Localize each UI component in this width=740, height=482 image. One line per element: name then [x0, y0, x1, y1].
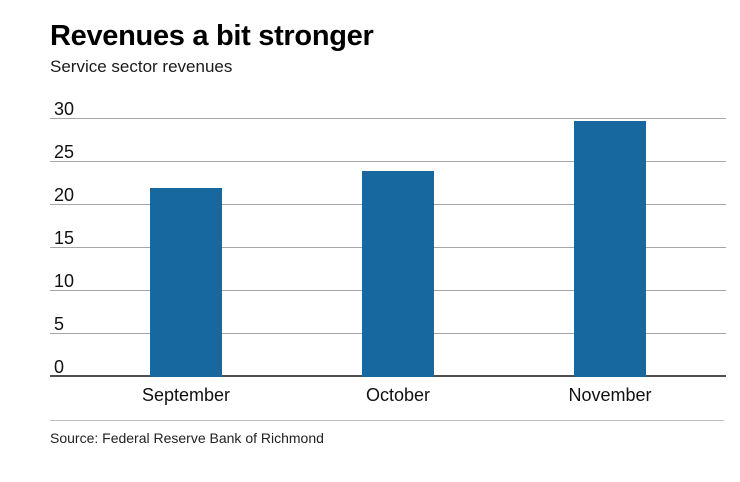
bar-october	[362, 170, 434, 377]
chart-subtitle: Service sector revenues	[50, 57, 233, 76]
chart-title: Revenues a bit stronger	[50, 20, 374, 52]
y-tick-label-5: 5	[54, 314, 65, 334]
plot-area: 0 5 10 15 20 25 30	[50, 100, 726, 377]
y-tick-label-0: 0	[54, 357, 65, 377]
source-note: Source: Federal Reserve Bank of Richmond	[50, 430, 324, 446]
y-tick-label-30: 30	[54, 99, 75, 119]
x-axis-labels: September October November	[80, 385, 716, 406]
x-label-october: October	[365, 385, 431, 405]
bars-container	[80, 119, 716, 377]
y-tick-label-20: 20	[54, 185, 75, 205]
y-tick-label-15: 15	[54, 228, 75, 248]
x-label-november: November	[568, 385, 652, 405]
bar-slot-september	[80, 119, 292, 377]
gridline-25	[50, 161, 726, 162]
bar-slot-october	[292, 119, 504, 377]
y-tick-label-10: 10	[54, 271, 75, 291]
bar-slot-november	[504, 119, 716, 377]
x-label-september: September	[141, 385, 231, 405]
y-tick-label-25: 25	[54, 142, 75, 162]
gridline-30	[50, 118, 726, 119]
bar-november	[574, 120, 646, 377]
bar-chart: 0 5 10 15 20 25 30 September October November	[50, 100, 726, 406]
footer-divider	[50, 420, 724, 421]
bar-september	[150, 187, 222, 377]
